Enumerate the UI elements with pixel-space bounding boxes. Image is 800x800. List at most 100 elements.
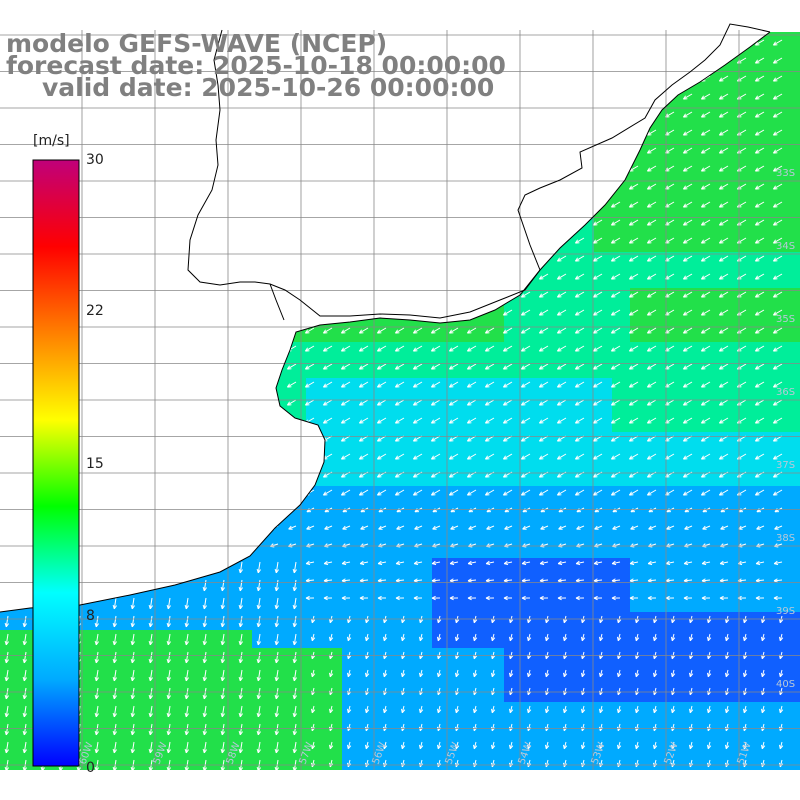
wind-cell [486, 450, 505, 469]
wind-cell [738, 378, 757, 397]
wind-cell [540, 360, 559, 379]
wind-cell [342, 540, 361, 559]
wind-cell [144, 720, 163, 739]
wind-cell [432, 648, 451, 667]
wind-cell [234, 630, 253, 649]
wind-cell [666, 216, 685, 235]
wind-cell [558, 378, 577, 397]
wind-cell [702, 378, 721, 397]
wind-cell [378, 342, 397, 361]
wind-cell [648, 198, 667, 217]
wind-cell [252, 612, 271, 631]
wind-cell [324, 558, 343, 577]
wind-cell [684, 288, 703, 307]
wind-cell [576, 486, 595, 505]
wind-cell [558, 414, 577, 433]
wind-cell [648, 684, 667, 703]
wind-cell [432, 612, 451, 631]
wind-cell [198, 630, 217, 649]
wind-cell [324, 486, 343, 505]
wind-cell [792, 504, 800, 523]
wind-cell [396, 648, 415, 667]
wind-cell [684, 144, 703, 163]
wind-cell [306, 504, 325, 523]
wind-cell [324, 450, 343, 469]
wind-cell [666, 594, 685, 613]
wind-cell [486, 612, 505, 631]
wind-cell [594, 486, 613, 505]
wind-cell [432, 702, 451, 721]
wind-cell [126, 684, 145, 703]
wind-cell [522, 360, 541, 379]
wind-cell [306, 594, 325, 613]
wind-cell [612, 378, 631, 397]
wind-cell [486, 540, 505, 559]
wind-cell [666, 666, 685, 685]
wind-cell [576, 414, 595, 433]
wind-cell [792, 450, 800, 469]
wind-cell [324, 612, 343, 631]
wind-cell [234, 666, 253, 685]
wind-cell [576, 270, 595, 289]
wind-cell [738, 324, 757, 343]
wind-cell [558, 648, 577, 667]
wind-cell [342, 666, 361, 685]
wind-cell [774, 504, 793, 523]
wind-cell [558, 666, 577, 685]
wind-cell [0, 720, 19, 739]
wind-cell [414, 612, 433, 631]
wind-cell [792, 378, 800, 397]
wind-cell [414, 558, 433, 577]
wind-cell [324, 630, 343, 649]
wind-cell [126, 648, 145, 667]
wind-cell [396, 612, 415, 631]
wind-cell [234, 576, 253, 595]
wind-cell [432, 540, 451, 559]
wind-cell [774, 702, 793, 721]
wind-cell [738, 450, 757, 469]
wind-cell [720, 630, 739, 649]
wind-cell [324, 684, 343, 703]
wind-cell [756, 252, 775, 271]
wind-cell [324, 396, 343, 415]
wind-cell [252, 684, 271, 703]
wind-cell [414, 540, 433, 559]
wind-cell [450, 396, 469, 415]
wind-cell [684, 108, 703, 127]
map-bottom-margin [0, 770, 800, 800]
wind-cell [522, 396, 541, 415]
wind-cell [0, 648, 19, 667]
wind-cell [720, 162, 739, 181]
wind-cell [612, 720, 631, 739]
wind-cell [126, 630, 145, 649]
wind-cell [612, 540, 631, 559]
wind-cell [594, 684, 613, 703]
wind-cell [522, 414, 541, 433]
wind-cell [540, 720, 559, 739]
wind-cell [684, 702, 703, 721]
wind-cell [450, 702, 469, 721]
wind-cell [612, 648, 631, 667]
wind-cell [594, 252, 613, 271]
wind-cell [198, 720, 217, 739]
wind-cell [756, 378, 775, 397]
wind-cell [522, 630, 541, 649]
wind-cell [540, 450, 559, 469]
wind-cell [738, 180, 757, 199]
wind-cell [738, 162, 757, 181]
wind-cell [702, 486, 721, 505]
wind-cell [432, 414, 451, 433]
wind-cell [378, 522, 397, 541]
wind-cell [738, 414, 757, 433]
wind-cell [432, 594, 451, 613]
wind-cell [216, 684, 235, 703]
wind-cell [756, 684, 775, 703]
wind-cell [720, 720, 739, 739]
wind-cell [720, 684, 739, 703]
wind-cell [684, 360, 703, 379]
wind-cell [522, 558, 541, 577]
wind-cell [774, 288, 793, 307]
wind-cell [720, 180, 739, 199]
wind-cell [378, 504, 397, 523]
wind-cell [756, 486, 775, 505]
